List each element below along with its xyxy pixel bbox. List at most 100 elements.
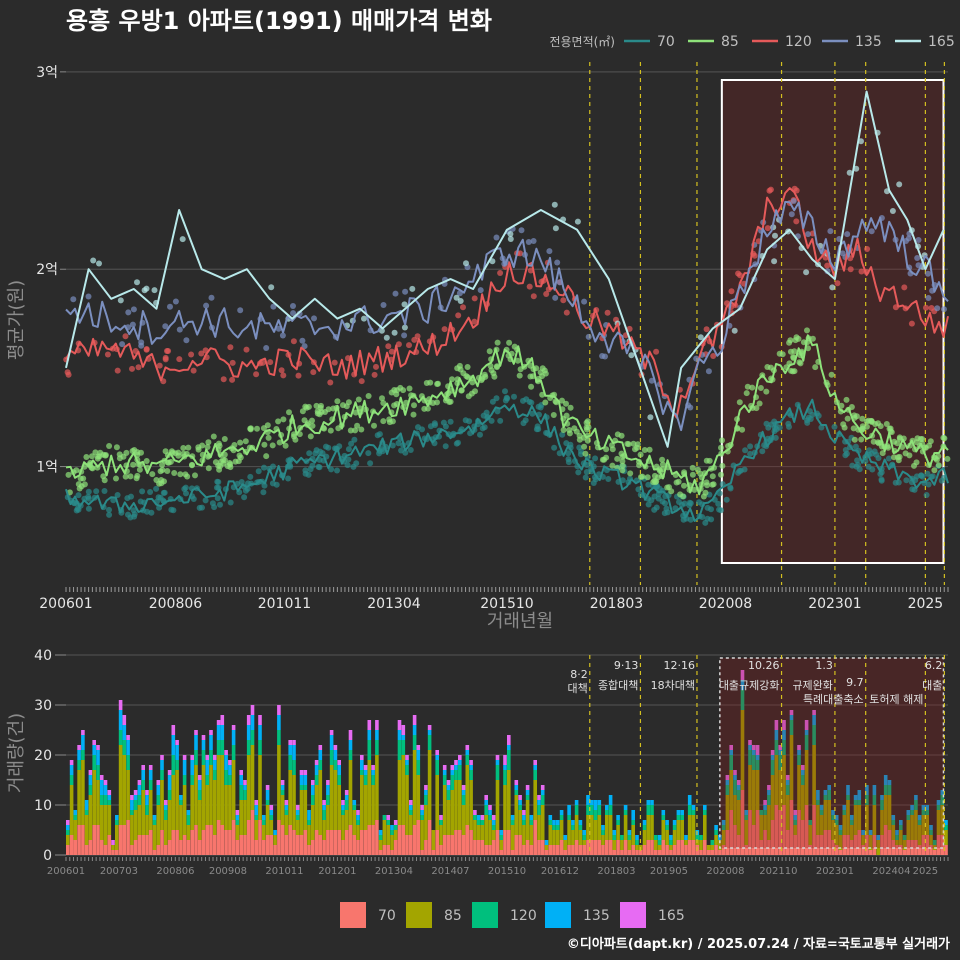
volume-bar-135 bbox=[141, 770, 145, 780]
volume-bar-120 bbox=[465, 755, 470, 765]
volume-bar-120 bbox=[461, 795, 466, 805]
scatter-point-70 bbox=[466, 418, 473, 425]
scatter-point-85 bbox=[506, 339, 513, 346]
volume-bar-135 bbox=[190, 760, 194, 775]
volume-bar-70 bbox=[103, 845, 108, 855]
volume-bar-165 bbox=[348, 730, 353, 740]
volume-bar-135 bbox=[435, 755, 439, 760]
scatter-point-85 bbox=[218, 458, 224, 465]
event-name-label: 특례대출축소 bbox=[803, 693, 864, 706]
scatter-point-165 bbox=[134, 279, 140, 286]
volume-bar-70 bbox=[812, 805, 816, 855]
scatter-point-85 bbox=[764, 364, 771, 370]
volume-bar-120 bbox=[88, 785, 93, 795]
volume-bar-85 bbox=[126, 770, 130, 820]
volume-bar-70 bbox=[932, 850, 937, 855]
scatter-point-120 bbox=[122, 333, 129, 340]
volume-bar-85 bbox=[936, 810, 941, 835]
scatter-point-85 bbox=[435, 380, 441, 387]
scatter-point-120 bbox=[229, 359, 236, 366]
volume-bar-70 bbox=[148, 830, 153, 855]
volume-bar-85 bbox=[654, 840, 658, 850]
scatter-point-85 bbox=[143, 458, 150, 464]
scatter-point-135 bbox=[790, 198, 797, 204]
scatter-point-85 bbox=[464, 374, 471, 381]
scatter-point-85 bbox=[65, 471, 72, 478]
volume-bar-85 bbox=[314, 785, 319, 830]
volume-bar-120 bbox=[326, 795, 330, 805]
volume-bar-85 bbox=[880, 810, 884, 835]
volume-bar-120 bbox=[239, 785, 243, 800]
scatter-point-85 bbox=[753, 405, 760, 412]
volume-bar-70 bbox=[518, 835, 522, 855]
legend-title: 전용면적(㎡) bbox=[549, 35, 615, 49]
volume-bar-120 bbox=[344, 800, 349, 810]
volume-bar-165 bbox=[171, 725, 176, 735]
volume-bar-135 bbox=[533, 765, 537, 770]
scatter-point-85 bbox=[481, 371, 488, 378]
volume-bar-85 bbox=[872, 805, 877, 835]
volume-bar-70 bbox=[710, 850, 715, 855]
scatter-point-85 bbox=[134, 472, 141, 479]
scatter-point-70 bbox=[923, 492, 930, 498]
volume-bar-70 bbox=[940, 835, 945, 855]
volume-bar-120 bbox=[130, 810, 134, 815]
volume-bar-120 bbox=[246, 740, 251, 755]
volume-bar-120 bbox=[499, 835, 504, 840]
volume-bar-70 bbox=[273, 845, 277, 855]
volume-bar-85 bbox=[608, 815, 613, 840]
volume-bar-120 bbox=[292, 760, 296, 775]
scatter-point-85 bbox=[603, 454, 610, 461]
volume-bar-85 bbox=[216, 755, 221, 820]
volume-bar-70 bbox=[861, 845, 865, 855]
volume-bar-85 bbox=[258, 755, 262, 820]
volume-bar-135 bbox=[81, 735, 85, 750]
volume-bar-70 bbox=[495, 830, 500, 855]
volume-bar-70 bbox=[499, 850, 504, 855]
scatter-point-85 bbox=[276, 439, 283, 446]
volume-bar-120 bbox=[409, 810, 413, 815]
volume-bar-120 bbox=[661, 815, 666, 820]
scatter-point-85 bbox=[134, 449, 141, 456]
volume-bar-85 bbox=[81, 760, 85, 825]
scatter-point-85 bbox=[528, 383, 535, 390]
volume-bar-70 bbox=[92, 825, 96, 855]
volume-bar-120 bbox=[118, 730, 123, 745]
scatter-point-85 bbox=[397, 384, 404, 391]
volume-bar-70 bbox=[774, 805, 779, 855]
volume-bar-120 bbox=[789, 720, 794, 735]
scatter-point-165 bbox=[378, 327, 385, 334]
scatter-point-70 bbox=[918, 472, 925, 479]
volume-bar-135 bbox=[96, 750, 100, 765]
volume-bar-70 bbox=[703, 840, 707, 855]
volume-bar-135 bbox=[164, 805, 168, 810]
scatter-point-135 bbox=[299, 337, 306, 344]
volume-bar-85 bbox=[66, 835, 70, 845]
scatter-point-70 bbox=[831, 423, 838, 430]
scatter-point-70 bbox=[805, 414, 812, 421]
scatter-point-120 bbox=[414, 333, 421, 340]
volume-bar-135 bbox=[450, 770, 455, 775]
volume-bar-120 bbox=[231, 745, 236, 760]
scatter-point-85 bbox=[804, 327, 810, 334]
volume-bar-135 bbox=[209, 735, 213, 750]
volume-bar-120 bbox=[382, 815, 387, 820]
volume-bar-85 bbox=[133, 810, 138, 840]
volume-bar-135 bbox=[148, 770, 153, 780]
scatter-point-85 bbox=[619, 462, 626, 469]
volume-bar-120 bbox=[160, 770, 164, 780]
scatter-point-120 bbox=[858, 268, 865, 275]
volume-bar-165 bbox=[137, 780, 142, 785]
scatter-point-165 bbox=[858, 138, 864, 145]
series-line-70 bbox=[65, 398, 949, 522]
volume-bar-85 bbox=[899, 830, 903, 845]
volume-bar-85 bbox=[650, 815, 654, 840]
volume-bar-135 bbox=[356, 815, 360, 820]
volume-bar-85 bbox=[767, 805, 771, 840]
volume-bar-120 bbox=[883, 785, 888, 795]
scatter-point-120 bbox=[188, 351, 195, 358]
volume-bar-70 bbox=[473, 840, 477, 855]
volume-bar-85 bbox=[371, 785, 375, 825]
scatter-point-70 bbox=[497, 417, 504, 424]
volume-bar-165 bbox=[235, 810, 240, 815]
